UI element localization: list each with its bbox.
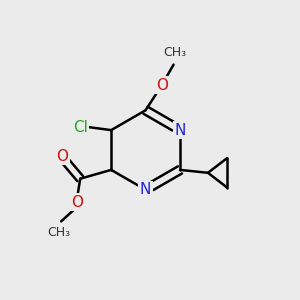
Text: O: O bbox=[57, 148, 69, 164]
Text: CH₃: CH₃ bbox=[164, 46, 187, 59]
Text: N: N bbox=[140, 182, 151, 197]
Text: Cl: Cl bbox=[73, 120, 88, 135]
Text: CH₃: CH₃ bbox=[47, 226, 70, 239]
Text: O: O bbox=[71, 195, 83, 210]
Text: N: N bbox=[174, 123, 186, 138]
Text: O: O bbox=[156, 78, 168, 93]
